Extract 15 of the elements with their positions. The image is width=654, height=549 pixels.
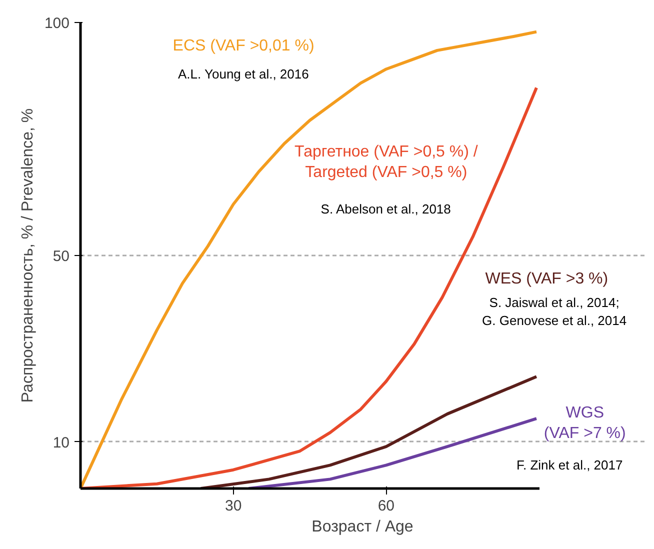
x-tick-label: 60 [378, 498, 395, 514]
series-label: Таргетное (VAF >0,5 %) / Targeted (VAF >0,5 %) [294, 144, 478, 181]
annotation: S. Abelson et al., 2018 [320, 201, 451, 216]
annotation: A.L. Young et al., 2016 [178, 66, 309, 82]
y-tick-label: 50 [52, 248, 70, 265]
annotation: S. Jaiswal et al., 2014; G. Genovese et al., 2014 [482, 294, 627, 328]
text: ECS (VAF >0,01 %) [172, 37, 314, 54]
y-tick-label: 10 [52, 434, 70, 452]
x-axis-title: Возраст / Age [312, 518, 414, 536]
annotation: F. Zink et al., 2017 [516, 458, 623, 473]
text: WES (VAF >3 %) [485, 270, 608, 288]
y-tick-label: 100 [44, 15, 70, 32]
y-axis-title: Распространенность, % / Prevalence, % [19, 108, 36, 403]
x-tick-label: 30 [225, 498, 242, 514]
series-label: WGS (VAF >7 %) [544, 404, 626, 442]
